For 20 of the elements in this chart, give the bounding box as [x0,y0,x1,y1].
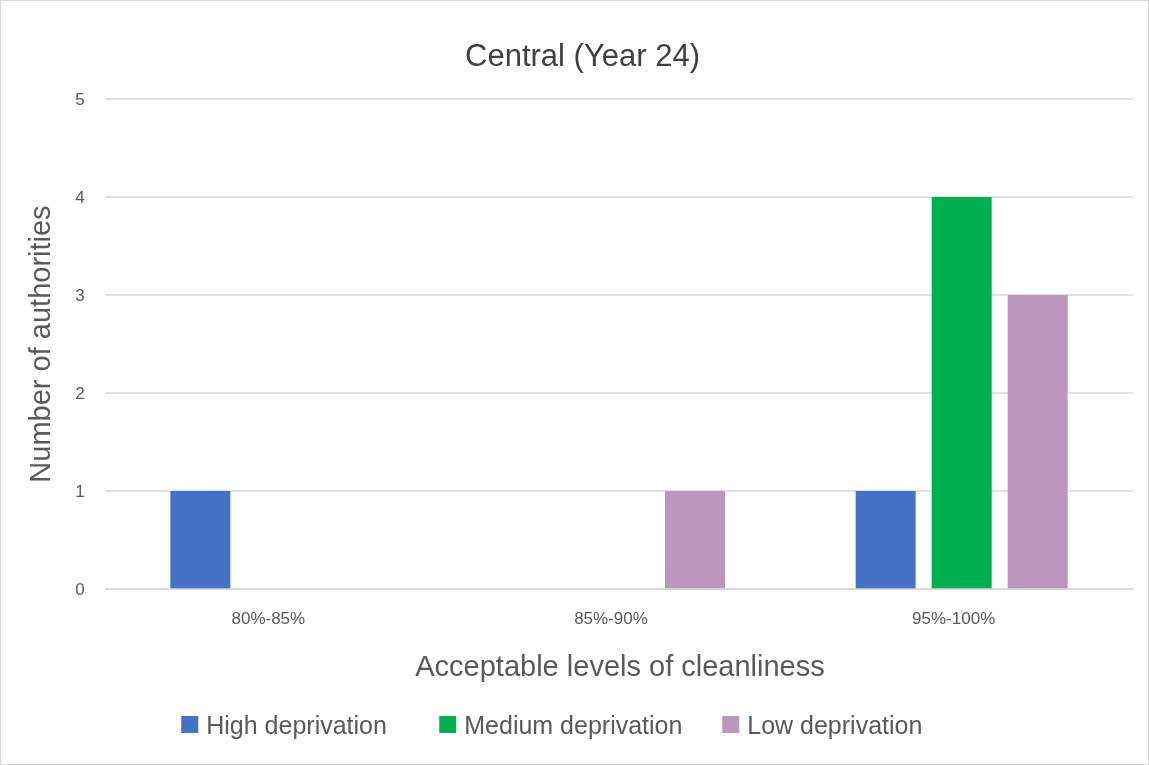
y-tick-label: 4 [75,188,85,207]
y-tick-label: 1 [75,482,85,501]
y-tick-label: 5 [75,90,85,109]
legend-label: Medium deprivation [464,711,683,739]
y-tick-label: 2 [75,384,85,403]
bar [1007,295,1068,589]
legend-label: Low deprivation [747,711,923,739]
x-tick-label: 80%-85% [231,609,306,628]
x-tick-label: 85%-90% [574,609,648,628]
x-tick-label: 95%-100% [912,609,996,628]
bar [665,491,725,589]
bar [170,491,231,589]
bar [855,491,916,589]
y-tick-label: 3 [75,286,85,305]
chart-title: Central (Year 24) [465,38,700,73]
legend-label: High deprivation [206,711,387,739]
y-tick-label: 0 [75,580,85,599]
bar [931,197,992,589]
y-axis-title: Number of authorities [24,205,56,483]
x-axis-title: Acceptable levels of cleanliness [415,650,825,682]
